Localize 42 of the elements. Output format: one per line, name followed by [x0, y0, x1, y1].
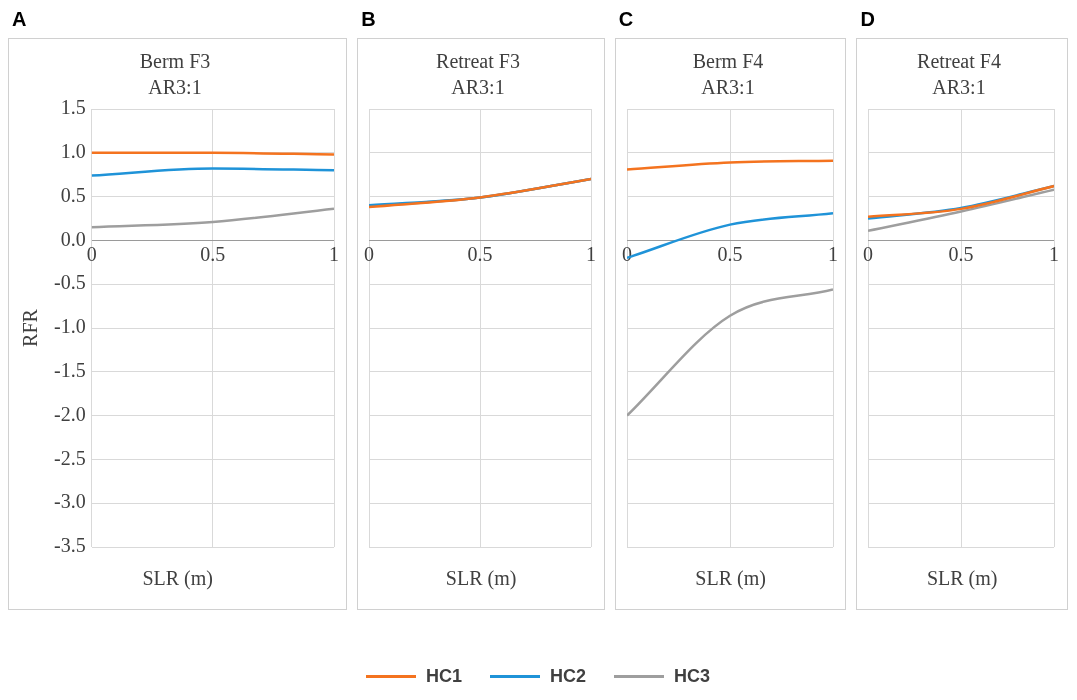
x-tick-label: 1: [328, 242, 339, 265]
x-tick-label: 0.5: [717, 242, 743, 265]
chart-title: Berm F3: [139, 50, 210, 73]
x-tick-label: 0.5: [467, 242, 493, 265]
chart-title: Berm F4: [692, 50, 763, 73]
x-tick-label: 0: [863, 242, 874, 265]
y-tick-label: -1.5: [53, 359, 86, 382]
text: C: [618, 8, 634, 30]
x-tick-label: 1: [586, 242, 597, 265]
y-tick-label: 0.0: [60, 227, 86, 250]
y-tick-label: -2.5: [53, 446, 86, 469]
text: D: [860, 8, 875, 30]
x-axis-title: SLR (m): [695, 567, 766, 590]
x-tick-label: 0: [86, 242, 97, 265]
y-tick-label: -1.0: [53, 315, 86, 338]
x-tick-label: 1: [1049, 242, 1060, 265]
y-tick-label: -3.5: [53, 534, 86, 557]
chart-subtitle: AR3:1: [932, 76, 986, 99]
y-tick-label: 1.0: [60, 140, 86, 163]
text: A: [12, 8, 27, 30]
x-tick-label: 0: [364, 242, 375, 265]
y-tick-label: 1.5: [60, 96, 86, 119]
y-tick-label: -0.5: [53, 271, 86, 294]
chart-subtitle: AR3:1: [451, 76, 505, 99]
text: B: [361, 8, 376, 30]
x-axis-title: SLR (m): [445, 567, 517, 590]
legend-label: HC3: [674, 666, 711, 687]
legend-label: HC1: [425, 666, 462, 687]
chart-title: Retreat F3: [436, 50, 521, 73]
x-tick-label: 1: [827, 242, 838, 265]
y-tick-label: -2.0: [53, 402, 86, 425]
x-axis-title: SLR (m): [926, 567, 998, 590]
x-tick-label: 0.5: [200, 242, 225, 265]
x-tick-label: 0.5: [948, 242, 974, 265]
chart-subtitle: AR3:1: [700, 76, 755, 99]
chart-subtitle: AR3:1: [148, 76, 202, 99]
y-tick-label: -3.0: [53, 490, 86, 513]
y-axis-title: RFR: [18, 308, 41, 347]
y-tick-label: 0.5: [60, 183, 86, 206]
x-axis-title: SLR (m): [142, 567, 213, 590]
legend-label: HC2: [549, 666, 586, 687]
chart-title: Retreat F4: [917, 50, 1002, 73]
